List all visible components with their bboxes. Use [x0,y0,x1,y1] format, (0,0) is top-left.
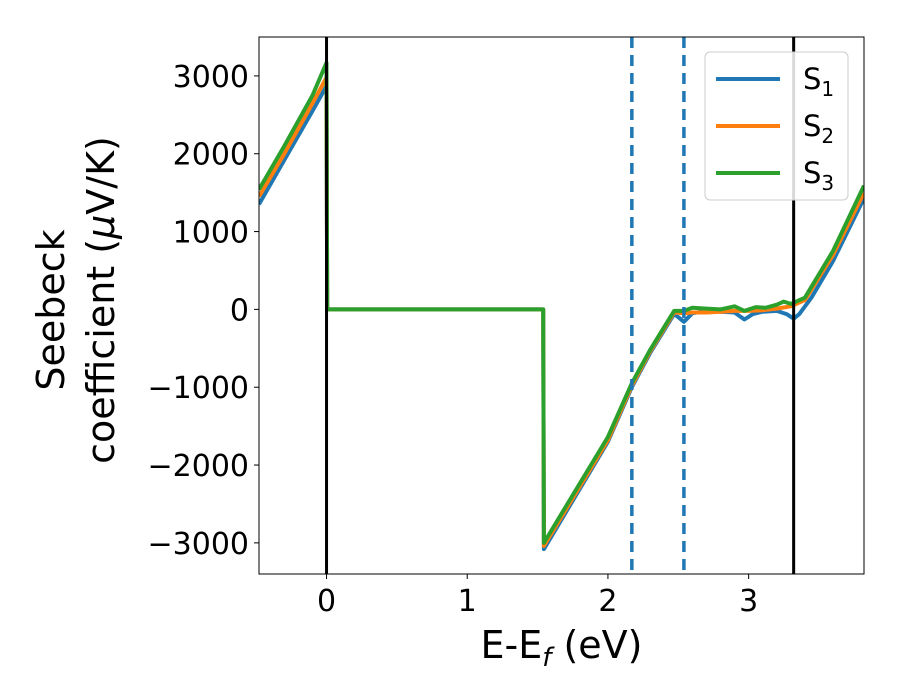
x-axis-label-unit: (eV) [551,623,642,667]
y-tick-label: −3000 [148,527,249,562]
legend-label-1: S1 [803,62,834,101]
y-axis-label-mu: μ [79,215,123,240]
legend-label-3: S3 [803,156,834,195]
y-tick-label: −1000 [148,371,249,406]
legend: S1 S2 S3 [704,51,849,201]
y-tick-label: 3000 [173,60,249,95]
tick-layer: 0 1 2 3 3000 2000 1000 0 −1000 −2000 −3000 [148,60,759,619]
y-axis-label-line1: Seebeck [29,229,73,390]
y-axis-label-unit: V/K) [79,136,123,215]
x-tick-label: 3 [739,584,758,619]
plot-frame [258,36,865,575]
x-tick-label: 2 [598,584,617,619]
legend-label-2: S2 [803,109,834,148]
y-tick-label: 1000 [173,216,249,251]
x-axis-label-main: E-E [481,623,543,667]
y-tick-label: 0 [230,293,249,328]
x-axis-label: E-Ef (eV) [481,623,643,673]
x-tick-label: 0 [317,584,336,619]
y-tick-label: −2000 [148,449,249,484]
x-tick-label: 1 [458,584,477,619]
y-tick-label: 2000 [173,138,249,173]
legend-items: S1 S2 S3 [716,62,834,195]
y-axis-label-line2: coefficient (μV/K) [79,136,123,464]
y-axis-label-line2-text: coefficient ( [79,239,123,464]
